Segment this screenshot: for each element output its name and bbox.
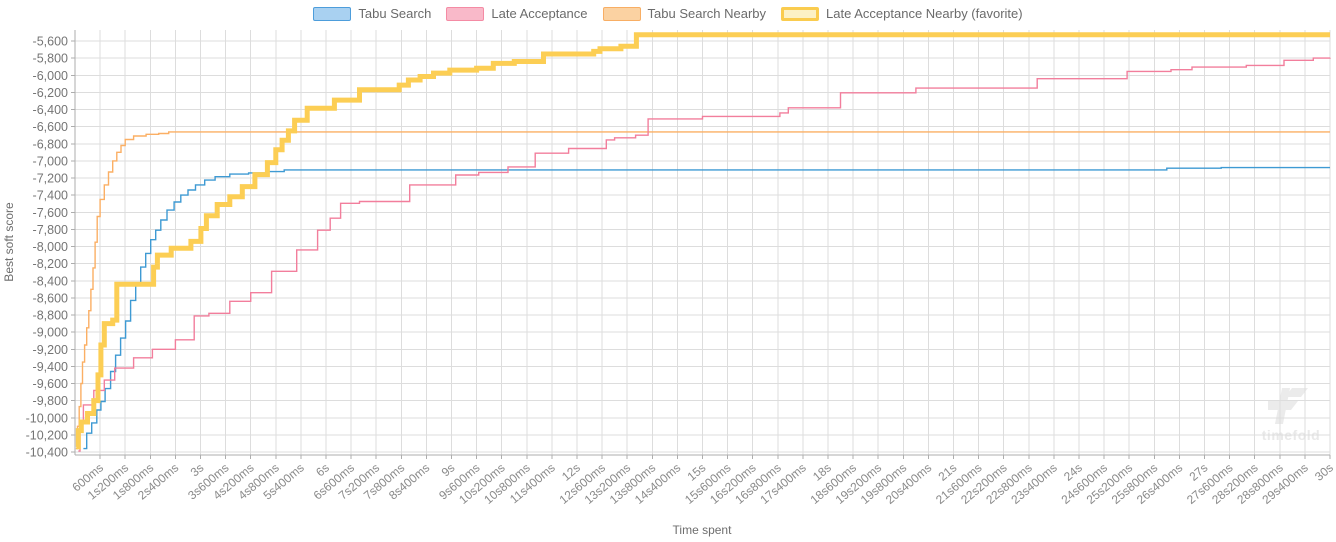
y-tick-label: -7,000 bbox=[33, 154, 68, 168]
y-tick-label: -5,800 bbox=[33, 52, 68, 66]
y-tick-label: -10,200 bbox=[26, 428, 68, 442]
y-tick-label: -9,800 bbox=[33, 394, 68, 408]
legend-label-tabu-search-nearby: Tabu Search Nearby bbox=[647, 6, 767, 21]
series-lines bbox=[75, 32, 1331, 452]
legend-swatch-tabu-search-nearby bbox=[602, 6, 641, 21]
x-tick-label: 30s bbox=[1312, 461, 1336, 484]
legend-item-late-acceptance: Late Acceptance bbox=[446, 6, 588, 21]
gridlines bbox=[75, 30, 1331, 455]
y-tick-label: -10,000 bbox=[26, 411, 68, 425]
y-tick-label: -7,200 bbox=[33, 172, 68, 186]
y-tick-label: -8,800 bbox=[33, 309, 68, 323]
y-tick-label: -6,000 bbox=[33, 69, 68, 83]
y-tick-label: -6,200 bbox=[33, 86, 68, 100]
legend-item-tabu-search-nearby: Tabu Search Nearby bbox=[602, 6, 767, 21]
series-line-tabu-search bbox=[83, 166, 1330, 450]
y-tick-label: -5,600 bbox=[33, 35, 68, 49]
legend-item-tabu-search: Tabu Search bbox=[313, 6, 431, 21]
y-tick-label: -7,400 bbox=[33, 189, 68, 203]
y-tick-label: -8,000 bbox=[33, 240, 68, 254]
series-line-late-acceptance bbox=[78, 57, 1331, 452]
y-tick-label: -8,200 bbox=[33, 257, 68, 271]
timefold-logo-icon bbox=[1285, 388, 1308, 397]
y-tick-label: -9,400 bbox=[33, 360, 68, 374]
y-axis-title: Best soft score bbox=[2, 202, 16, 282]
series-line-late-acceptance-nearby-favorite bbox=[75, 32, 1330, 450]
chart-legend: Tabu Search Late Acceptance Tabu Search … bbox=[0, 6, 1336, 21]
axes bbox=[71, 30, 1331, 459]
y-tick-label: -6,400 bbox=[33, 103, 68, 117]
y-tick-labels: -5,600 -5,800 -6,000 -6,200 -6,400 -6,600 -6,8… bbox=[26, 35, 68, 460]
y-tick-label: -9,600 bbox=[33, 377, 68, 391]
timefold-logo-icon bbox=[1275, 388, 1290, 424]
legend-swatch-tabu-search bbox=[313, 6, 352, 21]
legend-label-late-acceptance: Late Acceptance bbox=[491, 6, 588, 21]
y-tick-label: -9,200 bbox=[33, 343, 68, 357]
x-axis-title: Time spent bbox=[673, 523, 733, 537]
y-tick-label: -9,000 bbox=[33, 326, 68, 340]
legend-swatch-late-acceptance-nearby bbox=[781, 6, 820, 21]
legend-label-tabu-search: Tabu Search bbox=[358, 6, 432, 21]
y-tick-label: -8,400 bbox=[33, 274, 68, 288]
series-line-tabu-search-nearby bbox=[75, 131, 1330, 450]
legend-label-late-acceptance-nearby: Late Acceptance Nearby (favorite) bbox=[826, 6, 1023, 21]
y-tick-label: -8,600 bbox=[33, 291, 68, 305]
y-tick-label: -7,800 bbox=[33, 223, 68, 237]
y-tick-label: -10,400 bbox=[26, 446, 68, 460]
legend-item-late-acceptance-nearby: Late Acceptance Nearby (favorite) bbox=[781, 6, 1023, 21]
y-tick-label: -6,600 bbox=[33, 120, 68, 134]
legend-swatch-late-acceptance bbox=[446, 6, 485, 21]
y-tick-label: -7,600 bbox=[33, 206, 68, 220]
y-tick-label: -6,800 bbox=[33, 137, 68, 151]
